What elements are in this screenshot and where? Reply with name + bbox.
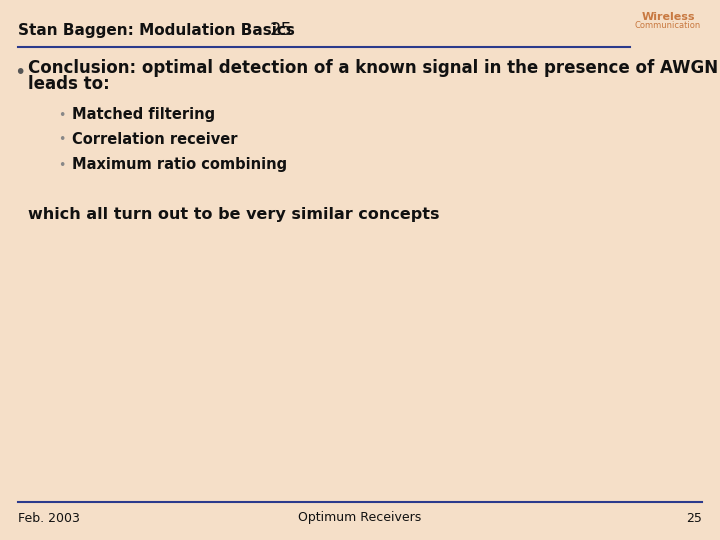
Text: Correlation receiver: Correlation receiver — [72, 132, 238, 147]
Text: Maximum ratio combining: Maximum ratio combining — [72, 158, 287, 172]
Text: Stan Baggen: Modulation Basics: Stan Baggen: Modulation Basics — [18, 23, 295, 37]
Text: Conclusion: optimal detection of a known signal in the presence of AWGN: Conclusion: optimal detection of a known… — [28, 59, 718, 77]
Text: 25: 25 — [270, 21, 293, 39]
Text: Communication: Communication — [635, 22, 701, 30]
Text: Optimum Receivers: Optimum Receivers — [298, 511, 422, 524]
Text: leads to:: leads to: — [28, 75, 109, 93]
Text: which all turn out to be very similar concepts: which all turn out to be very similar co… — [28, 207, 439, 222]
Text: Matched filtering: Matched filtering — [72, 107, 215, 123]
Text: •: • — [58, 133, 66, 146]
Text: 25: 25 — [686, 511, 702, 524]
Text: •: • — [58, 159, 66, 172]
Text: Wireless: Wireless — [642, 12, 695, 22]
Text: Feb. 2003: Feb. 2003 — [18, 511, 80, 524]
Text: •: • — [58, 109, 66, 122]
Text: •: • — [14, 63, 25, 82]
